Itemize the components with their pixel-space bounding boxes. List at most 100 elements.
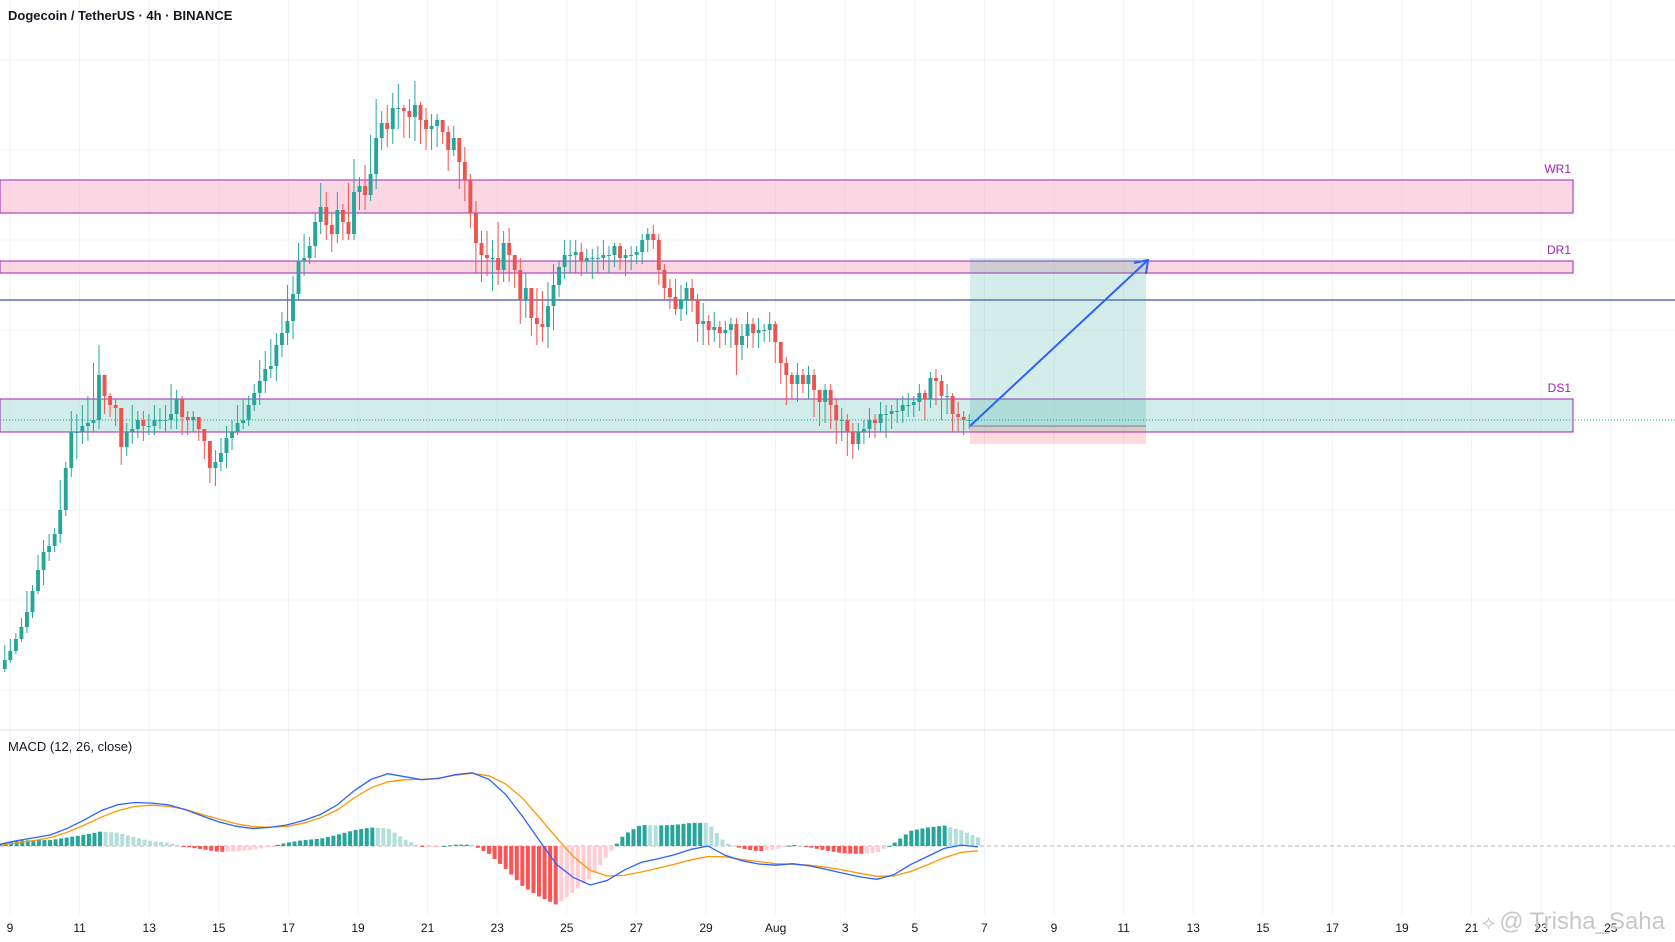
macd-histogram-bar xyxy=(364,828,369,846)
macd-histogram-bar xyxy=(125,835,130,846)
candle-body xyxy=(97,375,101,420)
candle-body xyxy=(906,405,911,406)
macd-histogram-bar xyxy=(698,822,703,846)
candle-body xyxy=(956,414,961,417)
macd-histogram-bar xyxy=(659,825,664,846)
macd-histogram-bar xyxy=(681,823,686,846)
candle-body xyxy=(124,432,129,447)
candle-body xyxy=(623,255,628,258)
candle-body xyxy=(690,288,695,300)
candle-body xyxy=(169,414,173,420)
macd-histogram-bar xyxy=(692,822,697,846)
macd-histogram-bar xyxy=(498,846,503,864)
macd-histogram-bar xyxy=(475,846,480,848)
macd-histogram-bar xyxy=(64,837,69,846)
macd-histogram-bar xyxy=(136,838,141,846)
macd-histogram-bar xyxy=(336,834,341,846)
macd-histogram-bar xyxy=(181,846,186,847)
macd-histogram-bar xyxy=(559,846,564,902)
macd-histogram-bar xyxy=(31,840,36,846)
macd-histogram-bar xyxy=(870,846,875,853)
macd-histogram-bar xyxy=(420,846,425,847)
candle-body xyxy=(352,192,356,234)
macd-histogram-bar xyxy=(348,831,353,846)
macd-histogram-bar xyxy=(920,828,925,846)
candle-body xyxy=(900,405,905,411)
candle-body xyxy=(839,420,844,421)
candle-body xyxy=(884,414,889,415)
macd-histogram-bar xyxy=(976,837,980,846)
macd-histogram-bar xyxy=(142,839,147,846)
macd-histogram-bar xyxy=(809,846,814,848)
macd-histogram-bar xyxy=(303,839,308,846)
candle-body xyxy=(590,258,595,259)
zone-label-ds1: DS1 xyxy=(1548,381,1572,395)
macd-histogram-bar xyxy=(75,835,80,846)
x-tick-label: 19 xyxy=(351,921,365,935)
candle-body xyxy=(485,255,489,258)
macd-histogram-bar xyxy=(214,846,219,852)
macd-histogram-bar xyxy=(520,846,525,886)
candle-body xyxy=(967,420,972,421)
candle-body xyxy=(706,321,711,330)
candle-body xyxy=(41,552,46,570)
candle-body xyxy=(63,468,68,510)
macd-histogram-bar xyxy=(286,842,291,846)
candle-body xyxy=(141,420,146,426)
candle-body xyxy=(401,108,406,111)
candle-body xyxy=(246,405,251,420)
macd-histogram-bar xyxy=(887,845,892,847)
x-tick-label: 9 xyxy=(7,921,14,935)
candle-body xyxy=(867,420,872,429)
candle-body xyxy=(462,162,467,180)
macd-histogram-bar xyxy=(903,834,908,846)
candle-body xyxy=(518,270,523,300)
macd-histogram-bar xyxy=(731,845,736,847)
macd-histogram-bar xyxy=(525,846,530,890)
macd-histogram-bar xyxy=(953,828,958,846)
candle-body xyxy=(213,462,218,468)
candle-body xyxy=(69,432,74,468)
candle-body xyxy=(634,252,639,255)
candle-body xyxy=(30,591,35,612)
watermark-text: @ Trisha_Saha xyxy=(1499,908,1665,935)
macd-histogram-bar xyxy=(620,836,625,846)
candle-body xyxy=(801,375,805,384)
candle-body xyxy=(584,258,589,261)
candle-body xyxy=(329,225,334,234)
candle-body xyxy=(945,396,949,397)
candle-body xyxy=(224,438,229,453)
candle-body xyxy=(108,396,113,405)
candle-body xyxy=(878,414,883,423)
candle-body xyxy=(546,306,550,327)
candle-body xyxy=(640,240,645,252)
macd-histogram-bar xyxy=(459,844,464,846)
macd-histogram-bar xyxy=(625,832,630,846)
macd-histogram-bar xyxy=(792,845,797,847)
candle-body xyxy=(751,324,755,333)
macd-histogram-bar xyxy=(325,836,330,846)
long-position-tool[interactable] xyxy=(969,258,1150,444)
candle-body xyxy=(279,333,284,345)
candle-body xyxy=(451,138,456,150)
zone-label-wr1: WR1 xyxy=(1544,162,1571,176)
x-tick-label: 27 xyxy=(630,921,644,935)
macd-histogram-bar xyxy=(742,846,747,850)
candle-body xyxy=(529,288,534,318)
macd-histogram-bar xyxy=(614,843,619,846)
macd-histogram-bar xyxy=(631,829,636,846)
macd-histogram-bar xyxy=(725,843,730,846)
candle-body xyxy=(723,330,728,333)
macd-histogram-bar xyxy=(209,846,214,851)
candle-body xyxy=(135,420,140,429)
macd-histogram-bar xyxy=(959,830,964,846)
x-tick-label: 17 xyxy=(1326,921,1340,935)
candle-body xyxy=(196,417,201,429)
macd-histogram-bar xyxy=(353,829,358,846)
candle-body xyxy=(324,207,329,225)
candle-body xyxy=(695,300,700,324)
time-axis: 9 11 13 15 17 19 21 23 25 27 29 Aug 3 5 7 9 11 13 15 17 19 21… xyxy=(7,921,1618,935)
candle-body xyxy=(274,345,279,366)
macd-histogram-bar xyxy=(553,846,558,905)
macd-histogram-bar xyxy=(81,834,86,846)
